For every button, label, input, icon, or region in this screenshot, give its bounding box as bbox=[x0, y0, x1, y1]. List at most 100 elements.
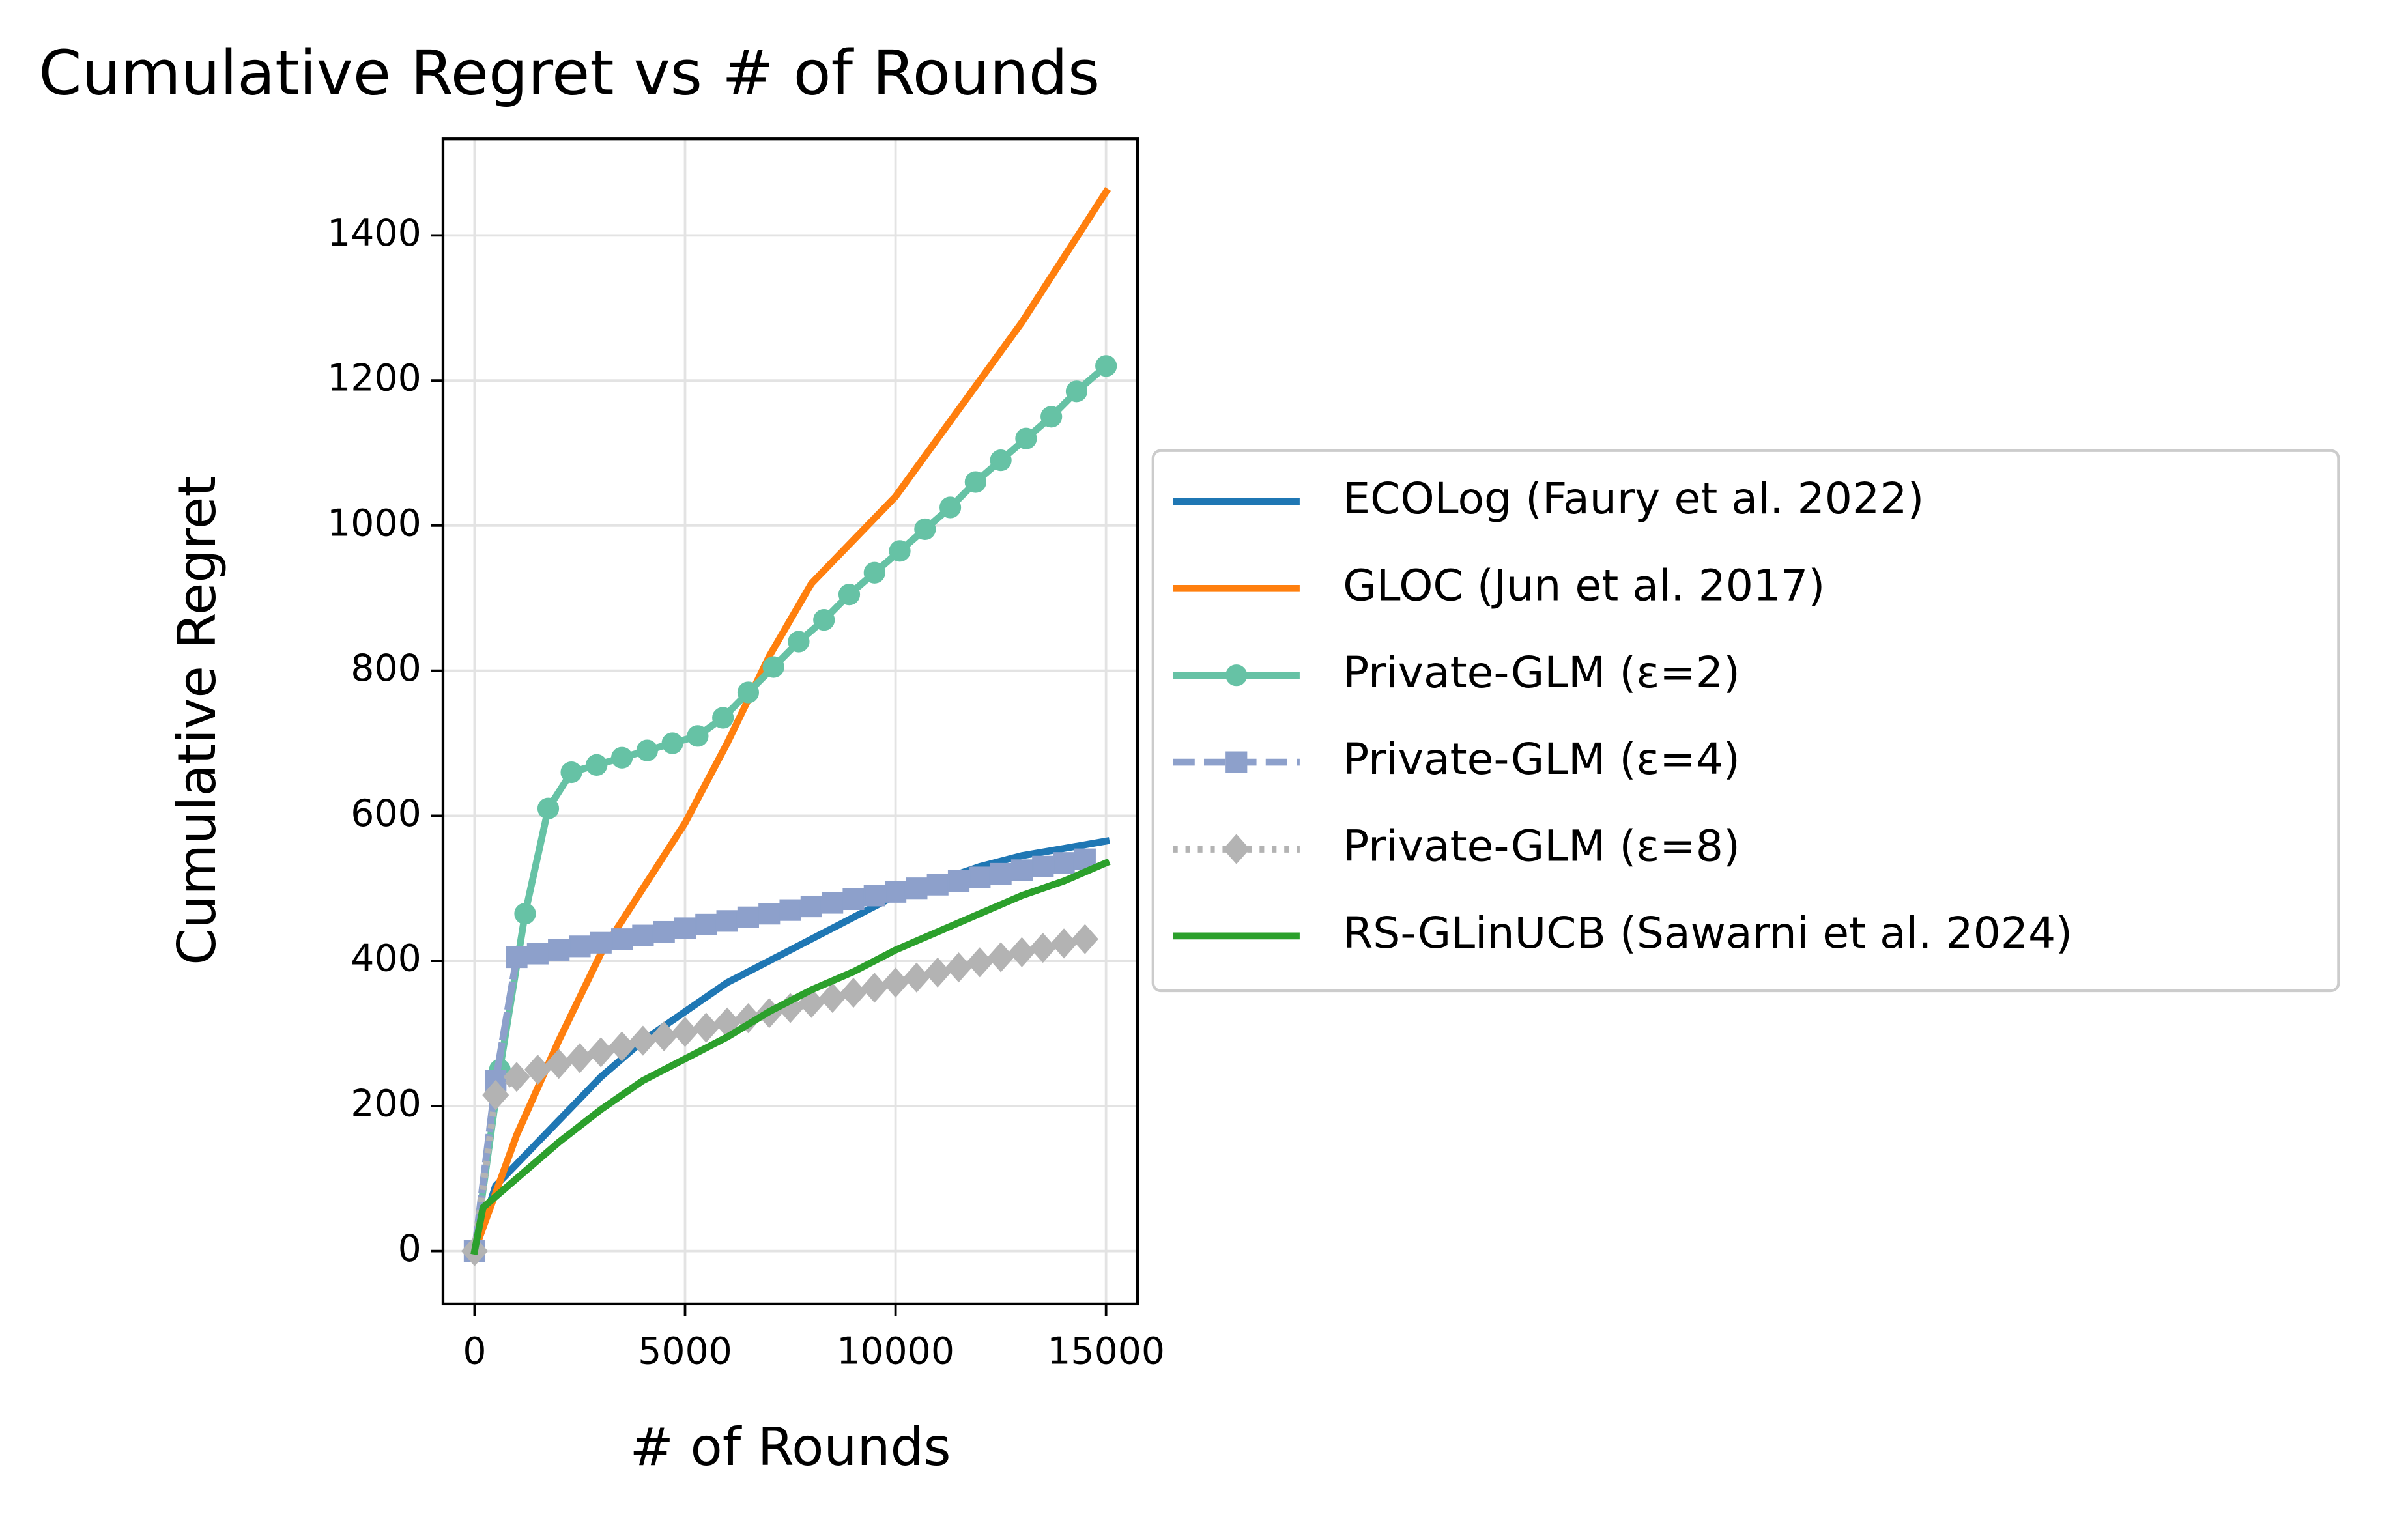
point-marker bbox=[537, 797, 560, 819]
y-tick-label: 200 bbox=[351, 1082, 422, 1125]
point-marker bbox=[687, 725, 709, 747]
point-marker bbox=[947, 870, 970, 892]
x-axis-label: # of Rounds bbox=[629, 1416, 951, 1477]
legend-label: ECOLog (Faury et al. 2022) bbox=[1343, 473, 1924, 524]
point-marker bbox=[632, 924, 654, 946]
series bbox=[463, 355, 1117, 1262]
point-marker bbox=[514, 903, 536, 925]
legend-label: Private-GLM (ε=2) bbox=[1343, 647, 1740, 698]
series-line bbox=[471, 935, 1086, 1252]
y-tick-label: 600 bbox=[351, 792, 422, 835]
point-marker bbox=[506, 946, 528, 969]
y-tick-label: 1400 bbox=[327, 212, 422, 255]
legend-label: Private-GLM (ε=4) bbox=[1343, 733, 1740, 784]
series bbox=[470, 858, 1111, 1255]
legend-label: RS-GLinUCB (Sawarni et al. 2024) bbox=[1343, 907, 2072, 958]
point-marker bbox=[716, 910, 738, 932]
point-marker bbox=[610, 746, 633, 769]
point-marker bbox=[945, 952, 973, 983]
point-marker bbox=[650, 1021, 678, 1052]
point-marker bbox=[695, 913, 717, 935]
point-marker bbox=[885, 881, 907, 903]
point-marker bbox=[548, 939, 570, 961]
point-marker bbox=[1032, 855, 1054, 877]
point-marker bbox=[987, 942, 1014, 973]
point-marker bbox=[737, 681, 760, 704]
point-marker bbox=[587, 1037, 614, 1068]
point-marker bbox=[653, 920, 675, 943]
legend-label: Private-GLM (ε=8) bbox=[1343, 821, 1740, 872]
point-marker bbox=[840, 977, 867, 1008]
series bbox=[461, 924, 1098, 1266]
point-marker bbox=[560, 761, 582, 784]
point-marker bbox=[990, 449, 1012, 472]
point-marker bbox=[762, 656, 784, 678]
point-marker bbox=[503, 1062, 530, 1092]
point-marker bbox=[566, 1043, 594, 1073]
series bbox=[470, 837, 1110, 1256]
point-marker bbox=[1095, 355, 1117, 377]
point-marker bbox=[1065, 380, 1088, 403]
point-marker bbox=[1040, 406, 1063, 428]
series-line bbox=[470, 187, 1111, 1256]
legend-label: GLOC (Jun et al. 2017) bbox=[1343, 560, 1825, 610]
point-marker bbox=[882, 967, 910, 998]
x-tick-label: 0 bbox=[463, 1329, 486, 1372]
point-marker bbox=[569, 935, 591, 958]
point-marker bbox=[636, 739, 658, 761]
point-marker bbox=[863, 885, 885, 907]
point-marker bbox=[661, 732, 683, 754]
series-line bbox=[470, 858, 1111, 1255]
y-tick-label: 400 bbox=[351, 937, 422, 980]
point-marker bbox=[545, 1049, 573, 1079]
point-marker bbox=[889, 540, 911, 562]
x-tick-label: 10000 bbox=[837, 1329, 954, 1372]
point-marker bbox=[863, 561, 885, 584]
point-marker bbox=[590, 931, 612, 954]
point-marker bbox=[524, 1055, 551, 1085]
point-marker bbox=[906, 877, 928, 900]
point-marker bbox=[1053, 852, 1075, 874]
point-marker bbox=[674, 917, 696, 939]
point-marker bbox=[838, 584, 861, 606]
y-tick-label: 0 bbox=[398, 1227, 422, 1270]
legend-box bbox=[1151, 449, 2340, 993]
series-line bbox=[470, 361, 1111, 1255]
point-marker bbox=[737, 906, 760, 928]
series bbox=[463, 848, 1096, 1262]
point-marker bbox=[671, 1017, 699, 1047]
y-axis-label: Cumulative Regret bbox=[166, 476, 227, 965]
series-line bbox=[470, 837, 1110, 1256]
legend-marker bbox=[1226, 751, 1248, 773]
point-marker bbox=[939, 496, 962, 519]
point-marker bbox=[779, 899, 801, 921]
point-marker bbox=[842, 888, 865, 911]
y-tick-label: 1200 bbox=[327, 357, 422, 400]
legend-marker bbox=[1226, 664, 1248, 687]
point-marker bbox=[1029, 932, 1057, 963]
x-tick-label: 15000 bbox=[1047, 1329, 1165, 1372]
point-marker bbox=[586, 754, 608, 776]
series bbox=[470, 187, 1111, 1256]
chart-title: Cumulative Regret vs # of Rounds bbox=[38, 37, 1100, 109]
point-marker bbox=[903, 962, 930, 993]
y-tick-label: 800 bbox=[351, 647, 422, 690]
point-marker bbox=[482, 1080, 509, 1111]
point-marker bbox=[813, 609, 835, 631]
point-marker bbox=[610, 928, 633, 950]
point-marker bbox=[1010, 859, 1033, 881]
point-marker bbox=[693, 1012, 720, 1043]
point-marker bbox=[1071, 924, 1098, 954]
point-marker bbox=[822, 892, 844, 914]
point-marker bbox=[969, 866, 991, 888]
point-marker bbox=[924, 957, 951, 988]
point-marker bbox=[1015, 427, 1037, 449]
x-tick-label: 5000 bbox=[638, 1329, 732, 1372]
point-marker bbox=[926, 874, 949, 896]
point-marker bbox=[609, 1031, 636, 1062]
point-marker bbox=[914, 518, 936, 541]
legend-marker bbox=[1223, 834, 1250, 864]
point-marker bbox=[712, 707, 734, 729]
